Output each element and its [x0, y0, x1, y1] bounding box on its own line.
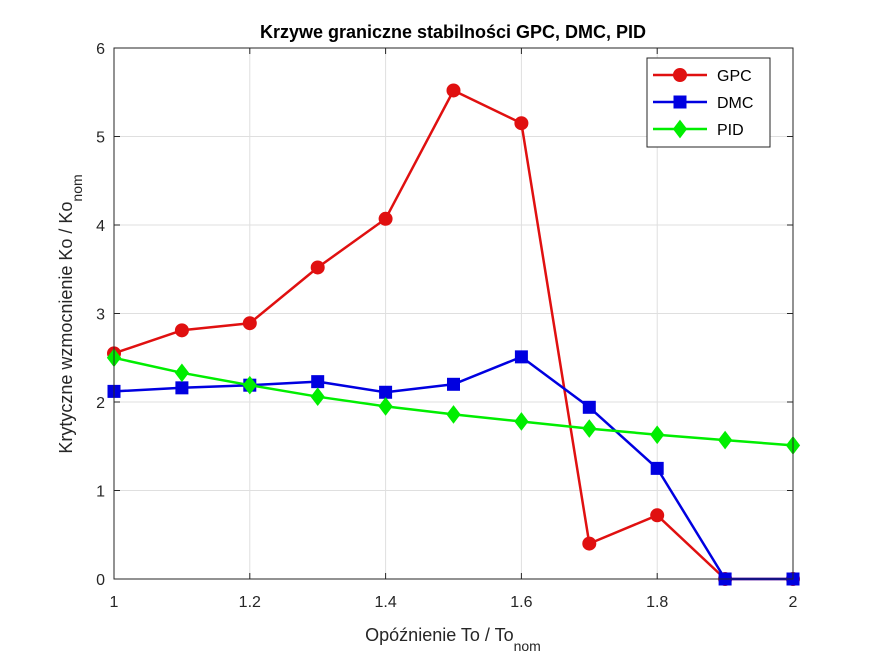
data-point-gpc: [582, 536, 597, 551]
data-point-gpc: [378, 211, 393, 226]
y-tick-label: 6: [96, 41, 105, 58]
x-axis-label: Opóźnienie To / Tonom: [365, 625, 541, 654]
x-tick-label: 1.8: [646, 594, 668, 611]
x-tick-label: 1: [110, 594, 119, 611]
legend-marker-gpc: [673, 68, 687, 82]
y-axis-label-main: Krytyczne wzmocnienie Ko / Ko: [56, 202, 76, 454]
series-layer: [106, 83, 801, 586]
data-point-pid: [310, 387, 325, 407]
data-point-pid: [446, 405, 461, 424]
legend-marker-dmc: [673, 95, 687, 109]
legend-label-gpc: GPC: [717, 68, 752, 85]
data-point-dmc: [514, 350, 528, 364]
data-point-dmc: [379, 385, 393, 399]
x-tick-label: 1.2: [239, 594, 261, 611]
data-point-dmc: [650, 461, 664, 475]
data-point-dmc: [447, 377, 460, 391]
grid-layer: [113, 47, 794, 580]
data-point-gpc: [174, 323, 189, 338]
data-point-pid: [514, 412, 529, 431]
data-point-gpc: [242, 316, 257, 331]
chart-title: Krzywe graniczne stabilności GPC, DMC, P…: [260, 22, 646, 42]
x-axis-label-main: Opóźnienie To / To: [365, 625, 513, 645]
data-point-dmc: [311, 375, 325, 389]
data-point-pid: [174, 363, 190, 383]
data-point-pid: [717, 430, 733, 450]
x-tick-label: 1.4: [374, 594, 396, 611]
legend-entry-pid: PID: [653, 119, 744, 139]
data-point-gpc: [514, 116, 529, 131]
legend: GPC DMC PID: [646, 57, 771, 148]
data-point-dmc: [582, 400, 596, 414]
data-point-gpc: [310, 260, 325, 275]
legend-marker-pid: [672, 119, 688, 139]
data-point-dmc: [175, 381, 189, 395]
x-tick-label: 2: [789, 594, 798, 611]
x-axis-label-subscript: nom: [514, 638, 541, 654]
y-tick-label: 3: [96, 307, 105, 324]
y-tick-label: 1: [96, 484, 105, 501]
legend-label-pid: PID: [717, 122, 744, 139]
legend-label-dmc: DMC: [717, 95, 753, 112]
data-point-gpc: [446, 83, 461, 98]
data-point-pid: [650, 425, 665, 445]
y-tick-label: 2: [96, 395, 105, 412]
legend-entry-dmc: DMC: [653, 95, 753, 112]
y-tick-label: 5: [96, 130, 105, 147]
data-point-gpc: [650, 508, 665, 523]
x-tick-label: 1.6: [510, 594, 532, 611]
y-tick-label: 4: [96, 218, 105, 235]
data-point-pid: [242, 375, 257, 395]
data-point-pid: [582, 419, 597, 438]
legend-entry-gpc: GPC: [653, 68, 752, 85]
y-tick-label: 0: [96, 572, 105, 589]
data-point-pid: [378, 397, 393, 416]
y-axis-label-subscript: nom: [69, 174, 85, 201]
y-axis-label: Krytyczne wzmocnienie Ko / Konom: [56, 174, 85, 453]
